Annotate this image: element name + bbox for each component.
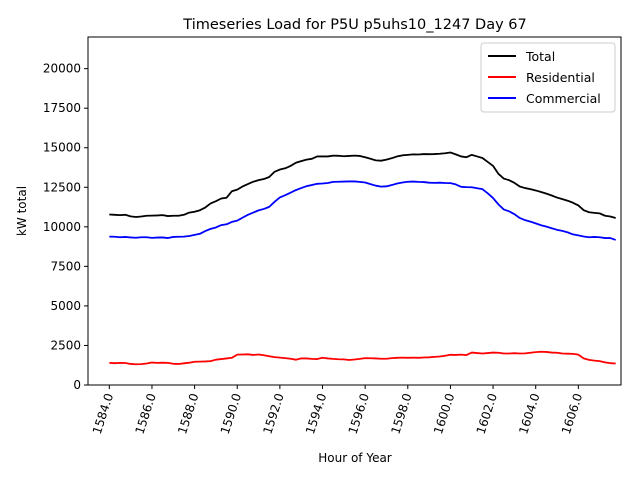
plot-frame — [87, 36, 622, 386]
y-tick-label: 0 — [73, 378, 81, 392]
y-tick-label: 10000 — [43, 220, 81, 234]
y-tick-label: 20000 — [43, 62, 81, 76]
x-axis-label: Hour of Year — [318, 451, 392, 465]
y-axis-label: kW total — [15, 186, 29, 236]
series-line-total — [109, 151, 616, 219]
legend-box — [480, 42, 616, 113]
chart-title: Timeseries Load for P5U p5uhs10_1247 Day… — [182, 17, 526, 33]
y-tick-label: 17500 — [43, 101, 81, 115]
series-layer — [109, 151, 616, 366]
y-tick-label: 2500 — [50, 338, 81, 352]
y-ticks: 0 2500 5000 7500 10000 12500 15000 17500 20000 — [43, 62, 88, 392]
legend-label-total: Total — [525, 49, 555, 64]
y-tick-label: 5000 — [50, 299, 81, 313]
legend-label-commercial: Commercial — [526, 91, 601, 106]
series-line-residential — [109, 350, 616, 366]
legend: Total Residential Commercial — [480, 42, 616, 113]
series-line-commercial — [109, 180, 616, 241]
legend-label-residential: Residential — [526, 70, 595, 85]
y-tick-label: 15000 — [43, 141, 81, 155]
y-tick-label: 7500 — [50, 259, 81, 273]
y-tick-label: 12500 — [43, 180, 81, 194]
